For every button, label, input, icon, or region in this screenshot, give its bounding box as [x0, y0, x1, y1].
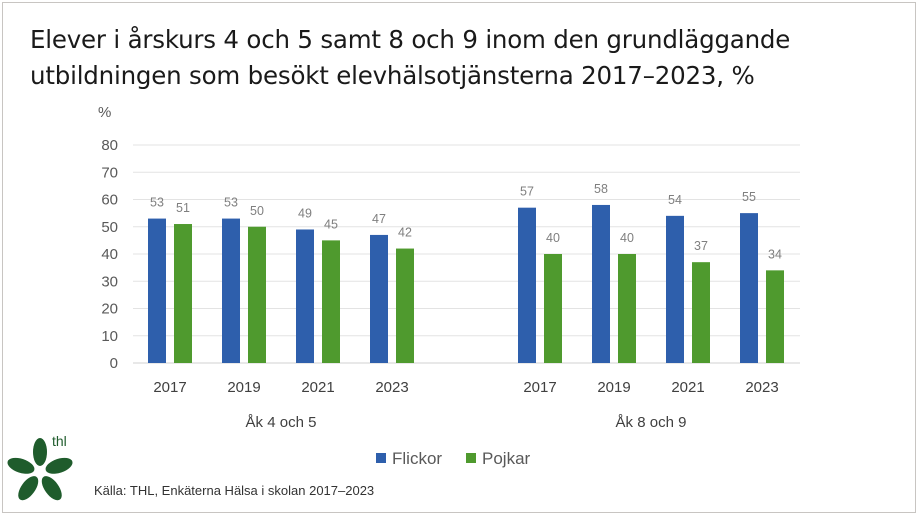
- bar-pojkar: [322, 240, 340, 363]
- data-label: 40: [620, 231, 634, 245]
- x-tick-label: 2021: [671, 379, 704, 396]
- y-tick-label: 30: [101, 273, 118, 290]
- bar-flickor: [370, 234, 388, 363]
- bar-pojkar: [766, 270, 784, 363]
- group-label: Åk 4 och 5: [246, 414, 317, 431]
- bar-flickor: [148, 218, 166, 363]
- data-label: 55: [742, 190, 756, 204]
- x-tick-label: 2019: [597, 379, 630, 396]
- y-tick-label: 50: [101, 219, 118, 236]
- chart-title: Elever i årskurs 4 och 5 samt 8 och 9 in…: [30, 25, 791, 90]
- bar-flickor: [740, 213, 758, 363]
- data-label: 53: [150, 196, 164, 210]
- data-label: 45: [324, 217, 338, 231]
- data-label: 58: [594, 182, 608, 196]
- logo-leaf: [18, 476, 39, 501]
- data-label: 42: [398, 226, 412, 240]
- x-tick-label: 2017: [523, 379, 556, 396]
- y-tick-label: 70: [101, 164, 118, 181]
- bar-pojkar: [544, 254, 562, 363]
- x-tick-label: 2023: [375, 379, 408, 396]
- data-label: 40: [546, 231, 560, 245]
- data-label: 47: [372, 212, 386, 226]
- data-label: 53: [224, 196, 238, 210]
- source-note: Källa: THL, Enkäterna Hälsa i skolan 201…: [94, 483, 375, 498]
- data-label: 57: [520, 185, 534, 199]
- y-tick-label: 20: [101, 301, 118, 318]
- bar-flickor: [592, 204, 610, 363]
- data-label: 49: [298, 206, 312, 220]
- bar-pojkar: [618, 254, 636, 363]
- group-label: Åk 8 och 9: [616, 414, 687, 431]
- data-label: 34: [768, 247, 782, 261]
- legend-swatch-flickor: [376, 453, 386, 463]
- data-label: 54: [668, 193, 682, 207]
- bar-flickor: [222, 218, 240, 363]
- logo-text: thl: [52, 433, 67, 449]
- y-tick-label: 60: [101, 192, 118, 209]
- legend-label-pojkar: Pojkar: [482, 449, 531, 468]
- data-label: 37: [694, 239, 708, 253]
- legend-label-flickor: Flickor: [392, 449, 442, 468]
- data-label: 51: [176, 201, 190, 215]
- bar-flickor: [296, 229, 314, 363]
- bar-pojkar: [174, 224, 192, 363]
- logo-leaf: [45, 457, 73, 474]
- y-tick-label: 40: [101, 246, 118, 263]
- x-tick-label: 2021: [301, 379, 334, 396]
- logo-leaf: [33, 438, 47, 466]
- bar-pojkar: [692, 262, 710, 363]
- x-tick-label: 2017: [153, 379, 186, 396]
- y-axis-label: %: [98, 104, 111, 121]
- y-tick-label: 80: [101, 137, 118, 154]
- x-tick-label: 2019: [227, 379, 260, 396]
- bar-pojkar: [248, 226, 266, 363]
- legend-swatch-pojkar: [466, 453, 476, 463]
- x-tick-label: 2023: [745, 379, 778, 396]
- bar-flickor: [518, 207, 536, 363]
- y-tick-label: 10: [101, 328, 118, 345]
- logo-leaf: [41, 476, 62, 501]
- data-label: 50: [250, 204, 264, 218]
- y-tick-label: 0: [110, 355, 118, 372]
- logo-leaf: [7, 457, 35, 474]
- thl-logo: thl: [7, 433, 73, 501]
- bar-flickor: [666, 215, 684, 363]
- bar-pojkar: [396, 248, 414, 363]
